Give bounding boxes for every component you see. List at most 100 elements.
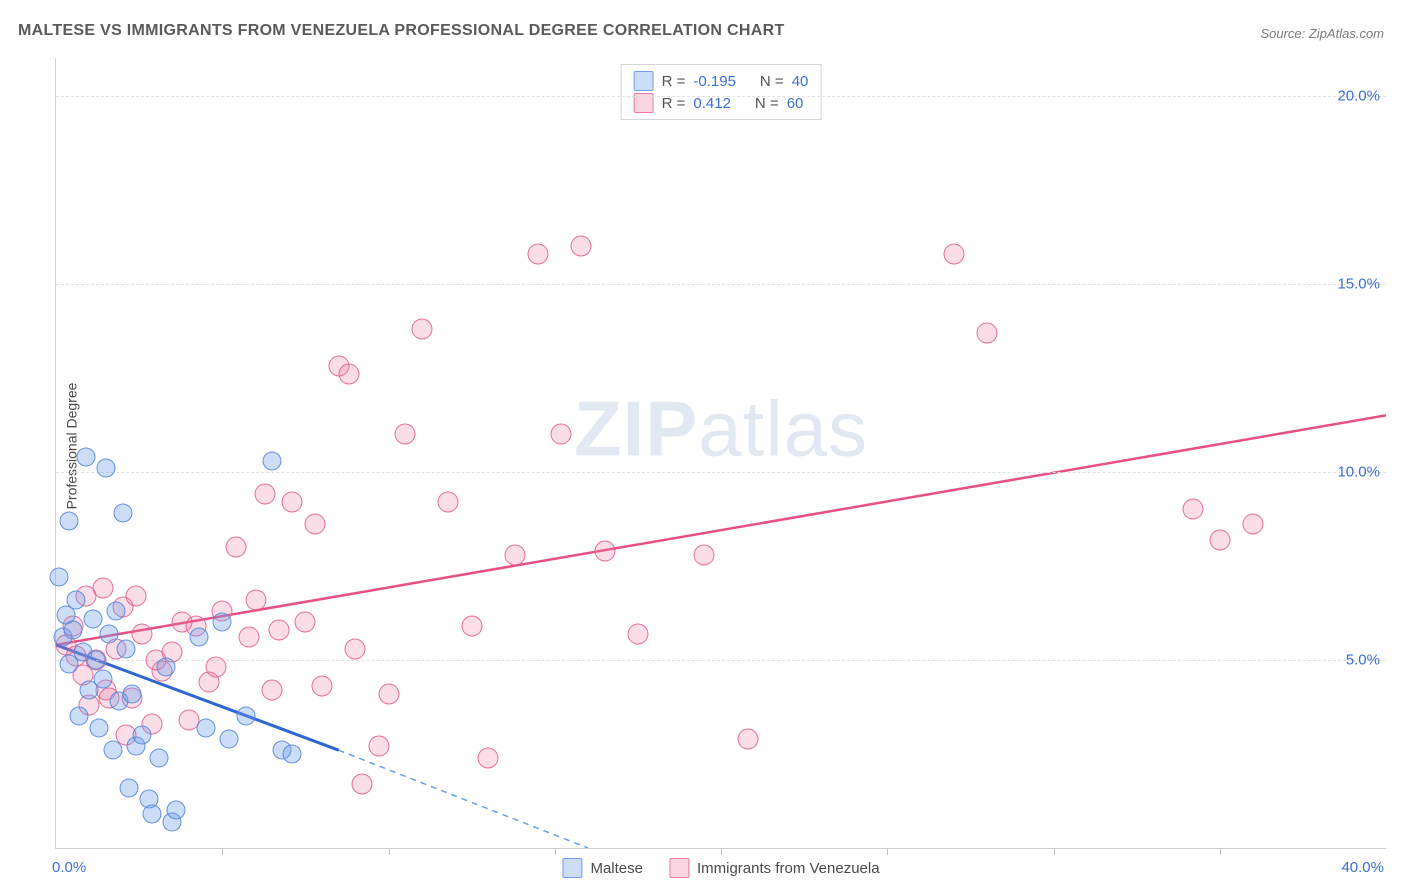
data-point-maltese [60,511,79,530]
data-point-maltese [120,778,139,797]
data-point-venezuela [295,612,316,633]
watermark-atlas: atlas [698,385,868,473]
data-point-venezuela [411,318,432,339]
data-point-venezuela [262,680,283,701]
data-point-maltese [113,504,132,523]
data-point-venezuela [594,540,615,561]
data-point-venezuela [977,322,998,343]
legend-n-value: 40 [792,73,809,90]
watermark-zip: ZIP [574,385,698,473]
data-point-venezuela [351,774,372,795]
data-point-venezuela [282,491,303,512]
data-point-maltese [283,744,302,763]
legend-stats: R = -0.195 N = 40 R = 0.412 N = 60 [621,64,822,120]
data-point-maltese [196,718,215,737]
data-point-venezuela [395,424,416,445]
data-point-venezuela [551,424,572,445]
data-point-maltese [76,447,95,466]
y-tick-label: 20.0% [1337,87,1380,104]
source-attribution: Source: ZipAtlas.com [1260,26,1384,41]
legend-series: Maltese Immigrants from Venezuela [562,858,879,878]
legend-r-label: R = [662,95,686,112]
data-point-venezuela [345,638,366,659]
data-point-venezuela [132,623,153,644]
x-tick [555,848,556,855]
data-point-venezuela [368,736,389,757]
data-point-maltese [106,602,125,621]
plot-area: ZIPatlas R = -0.195 N = 40 R = 0.412 N =… [55,58,1386,849]
data-point-venezuela [504,544,525,565]
data-point-venezuela [478,747,499,768]
data-point-venezuela [943,243,964,264]
data-point-maltese [150,748,169,767]
data-point-maltese [70,707,89,726]
data-point-maltese [189,628,208,647]
data-point-venezuela [694,544,715,565]
gridline [56,284,1386,285]
data-point-venezuela [1209,529,1230,550]
data-point-venezuela [238,627,259,648]
gridline [56,660,1386,661]
gridline [56,472,1386,473]
swatch-pink-icon [669,858,689,878]
data-point-maltese [96,459,115,478]
data-point-venezuela [627,623,648,644]
data-point-maltese [50,568,69,587]
legend-label: Immigrants from Venezuela [697,860,880,877]
data-point-venezuela [305,514,326,535]
legend-n-label: N = [755,95,779,112]
x-tick [887,848,888,855]
data-point-venezuela [125,585,146,606]
data-point-venezuela [338,364,359,385]
legend-r-label: R = [662,73,686,90]
data-point-venezuela [528,243,549,264]
x-tick [1220,848,1221,855]
legend-label: Maltese [590,860,643,877]
watermark: ZIPatlas [574,384,868,475]
x-tick [222,848,223,855]
data-point-venezuela [225,537,246,558]
legend-item-venezuela: Immigrants from Venezuela [669,858,880,878]
data-point-maltese [103,741,122,760]
data-point-venezuela [245,589,266,610]
swatch-blue-icon [562,858,582,878]
data-point-venezuela [1183,499,1204,520]
data-point-venezuela [1243,514,1264,535]
data-point-maltese [66,590,85,609]
data-point-maltese [236,707,255,726]
data-point-maltese [133,726,152,745]
data-point-maltese [263,451,282,470]
y-tick-label: 5.0% [1346,651,1380,668]
data-point-venezuela [461,616,482,637]
data-point-venezuela [312,676,333,697]
gridline [56,96,1386,97]
y-tick-label: 15.0% [1337,275,1380,292]
x-tick [1054,848,1055,855]
data-point-maltese [83,609,102,628]
legend-n-label: N = [760,73,784,90]
legend-stats-row-blue: R = -0.195 N = 40 [634,71,809,91]
data-point-venezuela [378,683,399,704]
legend-n-value: 60 [787,95,804,112]
data-point-maltese [90,718,109,737]
data-point-maltese [123,684,142,703]
legend-r-value: 0.412 [693,95,731,112]
data-point-maltese [93,669,112,688]
x-tick [389,848,390,855]
data-point-maltese [116,639,135,658]
y-tick-label: 10.0% [1337,463,1380,480]
x-tick [721,848,722,855]
data-point-maltese [156,658,175,677]
data-point-maltese [219,729,238,748]
data-point-venezuela [737,728,758,749]
data-point-venezuela [571,236,592,257]
data-point-maltese [63,620,82,639]
data-point-maltese [86,650,105,669]
data-point-maltese [143,805,162,824]
data-point-maltese [100,624,119,643]
data-point-maltese [213,613,232,632]
x-axis-min-label: 0.0% [52,859,86,876]
data-point-venezuela [255,484,276,505]
data-point-venezuela [438,491,459,512]
legend-item-maltese: Maltese [562,858,643,878]
